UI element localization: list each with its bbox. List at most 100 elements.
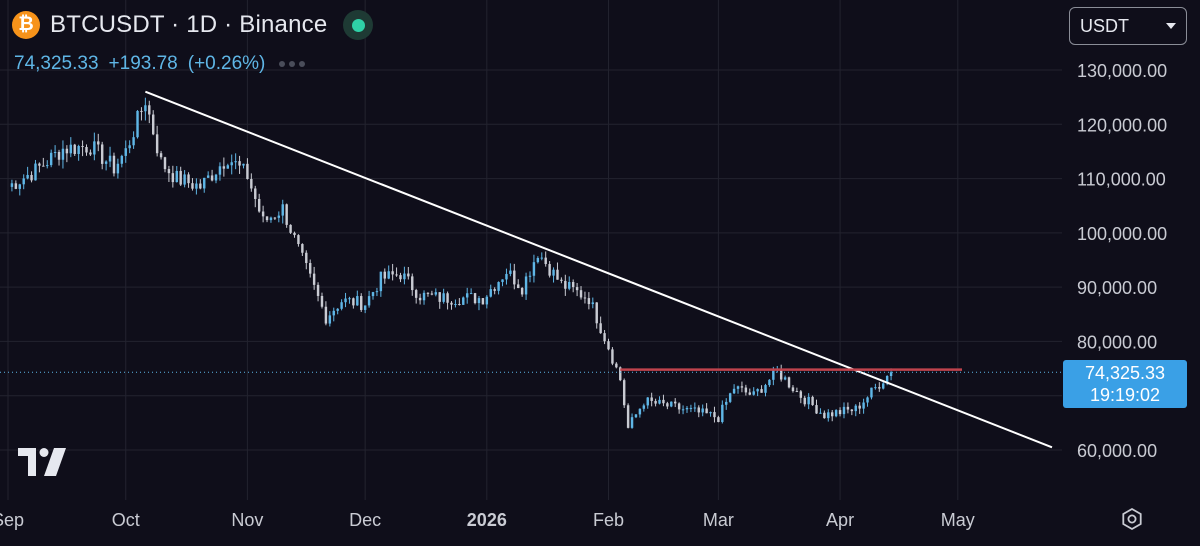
candle-body [112, 155, 116, 174]
candle [454, 299, 457, 308]
more-icon[interactable] [279, 61, 306, 67]
candle [206, 171, 210, 178]
candle-body [316, 284, 320, 296]
candle [191, 178, 194, 191]
candle [38, 162, 41, 173]
candle [218, 162, 222, 181]
x-tick-label: Mar [703, 510, 734, 530]
candle [509, 263, 512, 277]
candle-body [685, 407, 689, 410]
candle-body [77, 146, 80, 154]
candle [458, 298, 461, 306]
candle [152, 110, 155, 136]
last-price-tag: 74,325.33 19:19:02 [1063, 360, 1187, 408]
candle-body [520, 288, 524, 295]
candle [697, 405, 700, 418]
candle-body [477, 298, 481, 304]
candle [273, 217, 277, 220]
candle [485, 295, 489, 309]
candle-body [564, 280, 567, 289]
time-axis[interactable]: Sep Oct Nov Dec 2026 Feb Mar Apr May [0, 510, 975, 530]
candle [108, 146, 112, 168]
candle [725, 398, 728, 410]
candle [834, 409, 838, 418]
candle-body [689, 407, 693, 409]
candle-body [756, 389, 759, 392]
candle-body [254, 188, 257, 200]
candle [120, 154, 124, 168]
candle-body [630, 417, 634, 428]
candle-body [677, 403, 681, 410]
candle [473, 292, 477, 305]
candle-body [838, 410, 842, 415]
candle [328, 311, 332, 327]
candle-body [273, 217, 277, 219]
candle [367, 290, 371, 308]
candle-body [391, 271, 394, 275]
candle-body [430, 293, 434, 295]
drawings[interactable] [0, 90, 1063, 449]
candle [242, 163, 245, 169]
candle-body [10, 183, 14, 187]
market-status-icon[interactable] [343, 10, 374, 40]
candle [819, 408, 822, 414]
candle-body [148, 105, 151, 115]
symbol-title[interactable]: BTCUSDT · 1D · Binance [50, 11, 328, 38]
candle [654, 398, 657, 407]
candle [93, 132, 96, 161]
candle-body [889, 372, 893, 377]
candle [878, 382, 881, 392]
candle-body [367, 296, 371, 306]
candle-body [230, 162, 233, 166]
candle-body [850, 409, 854, 412]
candle [230, 154, 233, 175]
candle-body [740, 386, 744, 388]
candle [693, 402, 697, 412]
last-price: 74,325.33 [14, 53, 99, 74]
candle-body [81, 146, 84, 148]
candle [732, 384, 736, 395]
currency-select[interactable]: USDT [1069, 7, 1187, 45]
candle [77, 144, 80, 161]
candle [685, 406, 689, 413]
candle [462, 296, 465, 305]
candle [187, 172, 190, 188]
candle [360, 293, 363, 312]
candle [14, 180, 18, 190]
candle-body [595, 302, 598, 324]
trendline[interactable] [145, 90, 1053, 449]
candle [603, 330, 606, 345]
candle-body [485, 296, 489, 305]
candle [615, 362, 618, 369]
candle [870, 387, 873, 400]
settings-icon[interactable] [1120, 507, 1144, 531]
candle [779, 364, 783, 382]
candle [18, 183, 21, 196]
candle-body [513, 270, 516, 285]
candle [383, 268, 386, 284]
candle [277, 211, 281, 223]
candle-body [870, 387, 873, 398]
candle-body [163, 157, 167, 170]
candle [599, 316, 602, 334]
candle-body [61, 148, 65, 160]
candle-body [560, 279, 563, 281]
candle [587, 292, 591, 310]
candle-body [779, 369, 783, 380]
candle-body [497, 282, 500, 291]
candle [858, 402, 861, 414]
candle-body [552, 269, 555, 276]
quote-line: 74,325.33 +193.78 (+0.26%) [14, 53, 306, 75]
candle-body [242, 163, 245, 166]
candle-body [846, 406, 850, 410]
candle [501, 279, 504, 287]
candle-body [823, 412, 826, 419]
candle-body [395, 274, 398, 276]
candle [862, 398, 865, 414]
candle-body [454, 303, 457, 305]
candle [740, 381, 744, 393]
candle [356, 290, 359, 306]
candle [807, 393, 810, 410]
candle [552, 267, 555, 283]
